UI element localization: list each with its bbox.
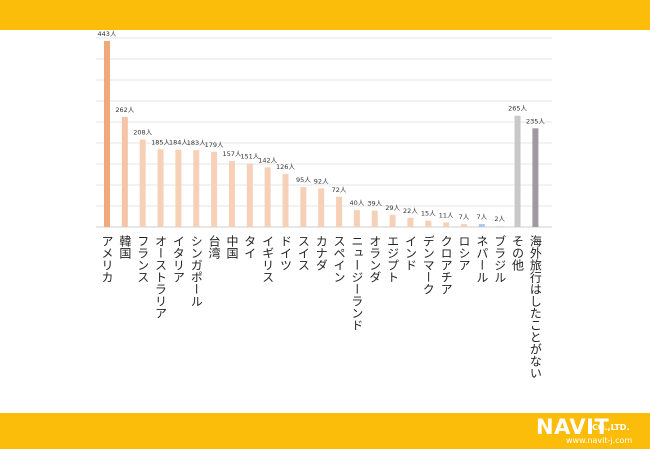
category-labels: アメリカ 韓国 フランス オーストラリア イタリア シンガポール 台湾 中国 タイ イギリス ドイツ… — [100, 234, 542, 379]
bar — [496, 226, 503, 227]
data-label: 22人 — [403, 207, 418, 215]
logo-wordmark: NAVIT — [536, 415, 610, 439]
category-label: アメリカ — [100, 235, 114, 283]
data-label: 265人 — [508, 105, 527, 113]
data-label: 15人 — [421, 210, 436, 218]
bar — [121, 116, 128, 227]
category-label: スペイン — [332, 235, 346, 283]
category-label: その他 — [511, 235, 525, 271]
bar — [371, 210, 378, 227]
data-label: 7人 — [477, 213, 488, 221]
bar — [211, 151, 218, 227]
logo-url: www.navit-j.com — [566, 436, 633, 445]
bar — [318, 188, 325, 227]
category-label: 海外旅行はしたことがない — [528, 234, 542, 379]
data-label: 184人 — [169, 139, 188, 147]
category-label: 韓国 — [118, 235, 132, 259]
data-label: 151人 — [240, 153, 259, 161]
data-label: 185人 — [151, 138, 170, 146]
bar — [175, 149, 182, 227]
data-label: 72人 — [332, 186, 347, 194]
data-label: 95人 — [296, 176, 311, 184]
bar — [425, 220, 432, 227]
top-header-band — [0, 0, 650, 30]
data-label: 179人 — [205, 141, 224, 149]
bar — [461, 224, 467, 227]
category-label: エジプト — [386, 235, 400, 283]
bar — [514, 115, 521, 227]
category-label: タイ — [243, 235, 257, 259]
data-label: 11人 — [439, 211, 454, 219]
bar — [282, 174, 289, 227]
category-label: ニュージーランド — [350, 235, 364, 331]
data-label: 29人 — [385, 204, 400, 212]
bar — [407, 217, 414, 227]
bar — [104, 40, 110, 227]
category-label: 中国 — [225, 234, 239, 259]
category-label: クロアチア — [439, 235, 453, 295]
navit-logo: NAVIT CO.,LTD. www.navit-j.com — [536, 416, 646, 446]
bar — [157, 149, 164, 227]
category-label: スイス — [296, 235, 310, 271]
bar — [264, 167, 271, 227]
bar — [246, 163, 253, 227]
bar — [228, 161, 235, 227]
category-label: フランス — [136, 235, 150, 283]
data-label: 157人 — [222, 150, 241, 158]
bar — [478, 224, 485, 227]
category-label: カナダ — [314, 235, 328, 271]
logo-suffix: CO.,LTD. — [592, 423, 630, 432]
bar — [353, 210, 360, 227]
data-label: 208人 — [133, 129, 152, 137]
bar — [389, 214, 396, 227]
category-label: オーストラリア — [154, 235, 168, 319]
bar — [443, 222, 450, 227]
data-label: 142人 — [258, 156, 277, 164]
data-label: 7人 — [459, 213, 470, 221]
category-label: ブラジル — [493, 234, 507, 283]
category-label: オランダ — [368, 235, 382, 283]
bar — [336, 196, 343, 227]
bars — [104, 40, 539, 227]
category-label: ドイツ — [279, 235, 293, 271]
category-label: シンガポール — [189, 235, 203, 307]
bar — [193, 150, 200, 227]
category-label: ロシア — [457, 235, 471, 271]
data-label: 39人 — [367, 200, 382, 208]
data-label: 183人 — [187, 139, 206, 147]
data-label: 126人 — [276, 163, 295, 171]
category-label: 台湾 — [207, 234, 221, 260]
data-label: 2人 — [494, 215, 505, 223]
category-label: イギリス — [261, 235, 275, 283]
data-label: 235人 — [526, 117, 545, 125]
value-labels: 443人 262人 208人185人184人183人179人157人151人142人… — [98, 30, 546, 223]
data-label: 443人 — [98, 30, 117, 38]
data-label: 92人 — [314, 177, 329, 185]
category-label: インド — [403, 235, 417, 271]
bar — [532, 128, 539, 227]
category-label: イタリア — [171, 235, 185, 283]
bar — [300, 187, 307, 227]
footer-band — [0, 413, 650, 449]
data-label: 40人 — [350, 199, 365, 207]
category-label: デンマーク — [421, 235, 435, 295]
data-label: 262人 — [115, 106, 134, 114]
category-label: ネパール — [475, 235, 489, 283]
bar — [139, 139, 146, 227]
